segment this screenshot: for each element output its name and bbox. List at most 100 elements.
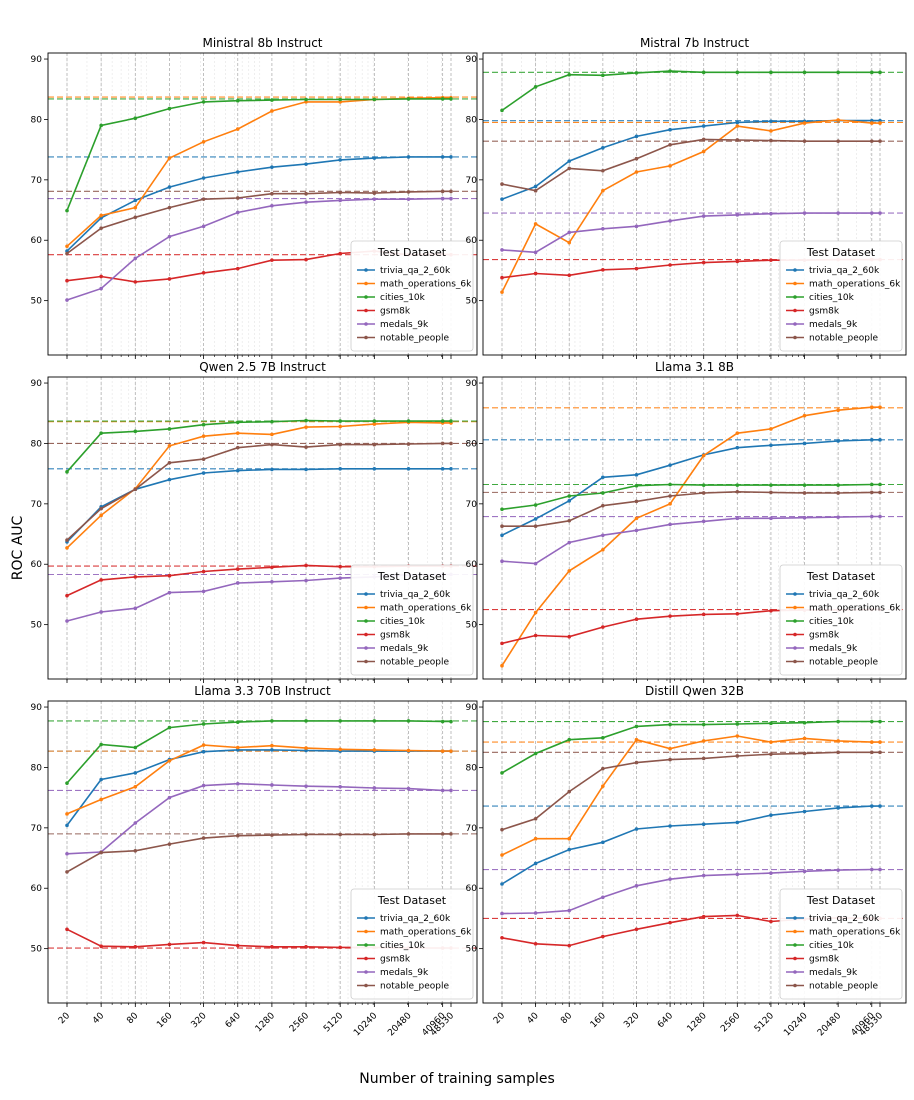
data-point-cities_10k — [167, 427, 172, 431]
data-point-cities_10k — [372, 419, 377, 423]
subplot-title: Distill Qwen 32B — [645, 684, 744, 698]
series-line-math_operations_6k — [66, 744, 451, 815]
data-point-medals_9k — [836, 868, 840, 872]
data-point-gsm8k — [769, 258, 773, 262]
data-point-medals_9k — [65, 852, 69, 856]
data-point-math_operations_6k — [167, 444, 172, 448]
data-point-gsm8k — [500, 935, 504, 940]
y-tick-label: 60 — [466, 884, 478, 894]
legend-marker — [364, 916, 368, 920]
y-tick-label: 50 — [31, 297, 43, 307]
data-point-notable_people — [440, 189, 445, 194]
y-tick-label: 50 — [31, 945, 43, 955]
data-point-math_operations_6k — [567, 240, 572, 245]
data-point-cities_10k — [372, 97, 377, 102]
y-tick-label: 50 — [31, 621, 43, 631]
series-line-cities_10k — [66, 720, 451, 784]
data-point-gsm8k — [601, 268, 605, 272]
legend-marker — [793, 983, 797, 988]
data-point-medals_9k — [270, 579, 274, 584]
data-point-trivia_qa_2_60k — [668, 127, 672, 132]
data-point-math_operations_6k — [769, 740, 773, 744]
data-point-medals_9k — [533, 250, 538, 255]
data-point-gsm8k — [167, 573, 172, 578]
x-tick-label: 40 — [526, 1011, 541, 1026]
series-line-medals_9k — [501, 515, 880, 565]
data-point-math_operations_6k — [201, 434, 206, 438]
data-point-cities_10k — [235, 98, 240, 103]
data-point-medals_9k — [869, 514, 874, 519]
data-point-trivia_qa_2_60k — [601, 475, 605, 480]
data-point-medals_9k — [304, 784, 308, 788]
data-point-trivia_qa_2_60k — [65, 823, 69, 828]
data-point-cities_10k — [769, 721, 773, 726]
data-point-notable_people — [235, 445, 240, 450]
data-point-notable_people — [769, 490, 773, 495]
legend-marker — [364, 619, 368, 623]
data-point-math_operations_6k — [99, 797, 103, 802]
x-tick-label: 80 — [125, 1011, 140, 1026]
data-point-trivia_qa_2_60k — [372, 467, 377, 471]
data-point-medals_9k — [372, 786, 377, 790]
data-point-notable_people — [668, 757, 672, 762]
legend-label: trivia_qa_2_60k — [380, 266, 451, 276]
data-point-cities_10k — [668, 69, 672, 73]
data-point-medals_9k — [869, 867, 874, 872]
data-point-gsm8k — [500, 641, 504, 646]
data-point-trivia_qa_2_60k — [634, 134, 639, 139]
legend-label: notable_people — [380, 982, 449, 992]
data-point-medals_9k — [634, 224, 639, 229]
data-point-medals_9k — [802, 515, 807, 520]
data-point-notable_people — [634, 156, 639, 161]
data-point-math_operations_6k — [634, 737, 639, 742]
legend: Test Dataset trivia_qa_2_60k math_operatio… — [350, 240, 474, 352]
axes-frame — [482, 52, 907, 356]
data-point-medals_9k — [99, 286, 103, 291]
data-point-medals_9k — [167, 234, 172, 239]
legend: Test Dataset trivia_qa_2_60k math_operatio… — [779, 240, 903, 352]
series-line-notable_people — [66, 833, 451, 873]
data-point-trivia_qa_2_60k — [304, 162, 308, 166]
legend-label: medals_9k — [380, 968, 429, 978]
legend-label: trivia_qa_2_60k — [380, 590, 451, 600]
data-point-medals_9k — [406, 197, 411, 201]
data-point-math_operations_6k — [601, 188, 605, 193]
data-point-notable_people — [338, 190, 342, 195]
data-point-medals_9k — [270, 783, 274, 787]
data-point-trivia_qa_2_60k — [567, 159, 572, 163]
data-point-medals_9k — [235, 210, 240, 215]
data-point-medals_9k — [500, 559, 504, 564]
legend-marker — [793, 295, 797, 299]
data-point-cities_10k — [878, 70, 882, 75]
data-point-medals_9k — [133, 821, 138, 825]
legend-label: notable_people — [809, 982, 878, 992]
legend-marker — [364, 943, 368, 947]
legend-label: gsm8k — [809, 631, 840, 641]
legend-label: notable_people — [380, 334, 449, 344]
data-point-trivia_qa_2_60k — [201, 749, 206, 754]
legend-marker — [364, 983, 368, 988]
data-point-notable_people — [533, 816, 538, 821]
subplot-3: 50 60 70 80 90 Qwen 2.5 7B Instruct Test Datas… — [31, 360, 478, 683]
data-point-notable_people — [99, 226, 103, 230]
data-point-gsm8k — [701, 914, 706, 919]
data-point-math_operations_6k — [878, 121, 882, 125]
data-point-notable_people — [338, 832, 342, 837]
legend: Test Dataset trivia_qa_2_60k math_operatio… — [779, 888, 903, 1000]
data-point-cities_10k — [65, 208, 69, 213]
data-point-medals_9k — [235, 781, 240, 786]
data-point-math_operations_6k — [735, 734, 740, 738]
data-point-math_operations_6k — [406, 748, 411, 753]
data-point-gsm8k — [270, 565, 274, 570]
y-tick-label: 50 — [466, 621, 478, 631]
series-line-notable_people — [502, 490, 880, 528]
axes-frame — [482, 700, 907, 1004]
y-tick-label: 90 — [31, 55, 43, 65]
x-tick-label: 20480 — [816, 1011, 844, 1039]
legend-title: Test Dataset — [377, 570, 447, 583]
data-point-notable_people — [735, 489, 740, 494]
y-tick-label: 80 — [466, 115, 478, 125]
data-point-trivia_qa_2_60k — [735, 820, 740, 825]
legend-marker — [364, 268, 368, 272]
y-axis-label: ROC AUC — [10, 515, 26, 580]
